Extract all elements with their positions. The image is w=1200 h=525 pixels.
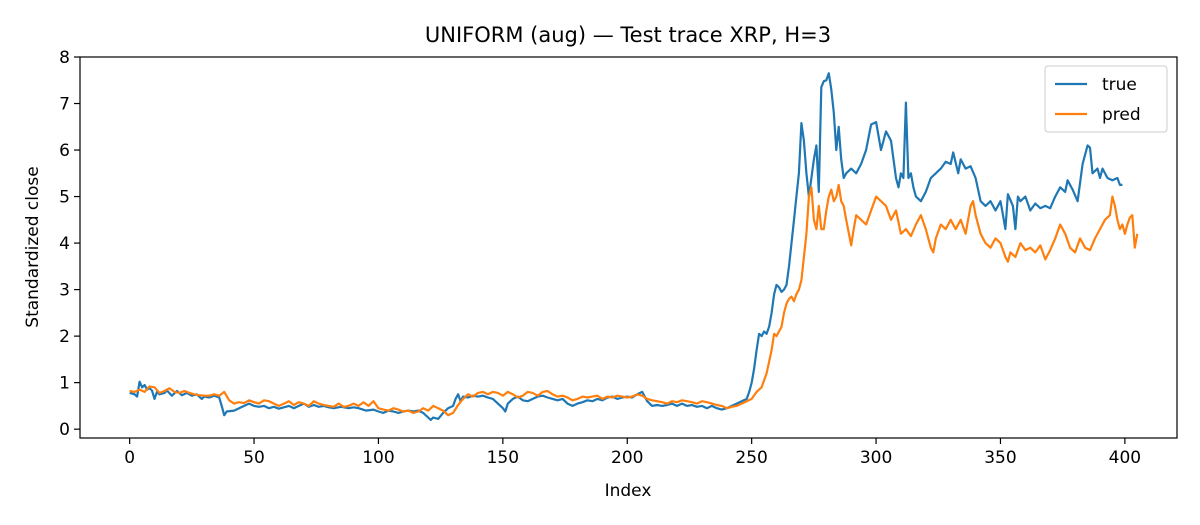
plot-frame [79,56,1178,439]
y-tick-label: 7 [59,95,70,115]
legend-label-true: true [1102,75,1137,95]
x-tick-label: 0 [124,448,135,468]
x-axis-label: Index [605,481,652,501]
plot-area: 0 50 100 150 200 250 300 350 400 0 1 2 3 4 5 6 7 8 [59,48,1178,468]
y-tick-label: 5 [59,188,70,208]
legend-box [1044,65,1168,133]
x-tick-label: 200 [611,448,643,468]
x-tick-label: 50 [243,448,265,468]
x-tick-label: 400 [1109,448,1141,468]
series-line-true [129,72,1123,421]
y-tick-label: 3 [59,281,70,301]
y-tick-label: 0 [59,420,70,440]
series-line-pred [129,183,1139,417]
y-axis-label: Standardized close [23,166,43,327]
legend-label-pred: pred [1102,105,1141,125]
x-tick-label: 150 [487,448,519,468]
y-tick-label: 6 [59,141,70,161]
x-tick-label: 350 [984,448,1016,468]
x-tick-label: 300 [860,448,892,468]
x-tick-label: 100 [362,448,394,468]
legend: true pred [1044,65,1168,133]
chart-title: UNIFORM (aug) — Test trace XRP, H=3 [425,23,831,47]
y-tick-label: 1 [59,374,70,394]
x-tick-label: 250 [735,448,767,468]
y-tick-label: 2 [59,327,70,347]
y-tick-label: 4 [59,234,70,254]
y-tick-label: 8 [59,48,70,68]
